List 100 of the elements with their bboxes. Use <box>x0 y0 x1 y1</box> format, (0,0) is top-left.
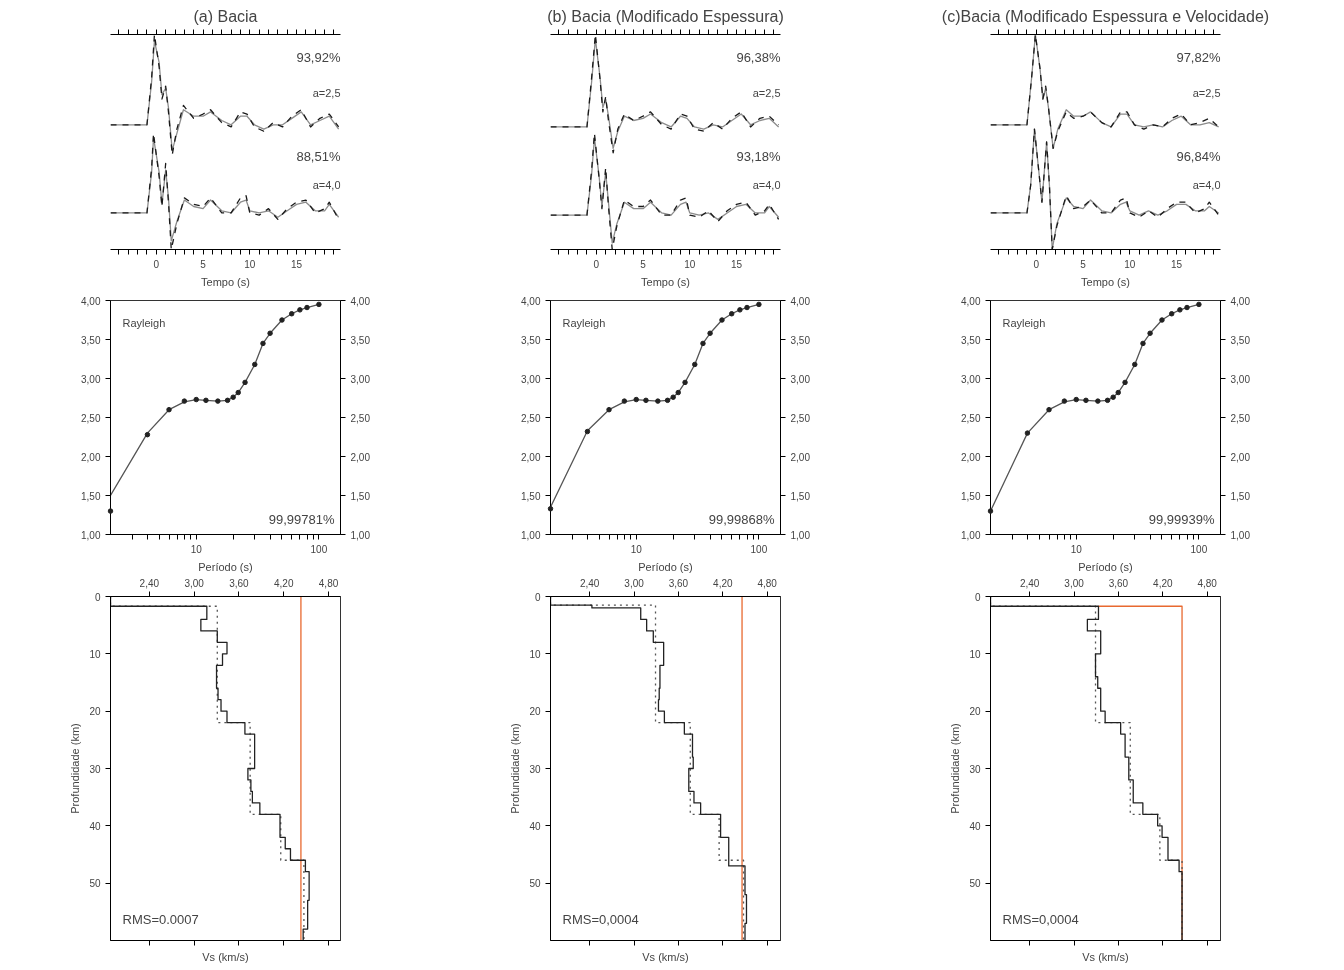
x-tick-label: 2,40 <box>139 577 160 589</box>
chart-title: (a) Bacia <box>193 7 258 25</box>
y-tick-label: 2,50 <box>961 412 981 424</box>
x-tick-label: 2,40 <box>579 577 600 589</box>
x-tick-label: 4,20 <box>274 577 294 589</box>
y-tick-label: 20 <box>969 706 981 718</box>
annotation: 96,84% <box>1176 148 1221 164</box>
annotation: 97,82% <box>1176 49 1221 65</box>
y-tick-label: 4,00 <box>961 295 981 307</box>
y-axis-title: Profundidade (km) <box>949 723 962 814</box>
annotation: a=2,5 <box>312 87 341 99</box>
y2-tick-label: 3,50 <box>790 334 811 346</box>
x-axis-title: Vs (km/s) <box>202 950 249 963</box>
x-tick-label: 15 <box>291 258 303 270</box>
y2-tick-label: 1,50 <box>1230 490 1251 502</box>
x-axis-title: Período (s) <box>198 560 253 573</box>
y-tick-label: 2,50 <box>521 412 541 424</box>
x-tick-label: 3,60 <box>1108 577 1129 589</box>
x-tick-label: 0 <box>593 258 600 270</box>
annotation: 99,99939% <box>1148 512 1215 528</box>
y2-tick-label: 3,50 <box>1230 334 1251 346</box>
x-tick-label: 10 <box>684 258 696 270</box>
x-tick-label: 100 <box>1190 543 1208 555</box>
y2-tick-label: 2,00 <box>350 451 371 463</box>
y2-tick-label: 3,00 <box>790 373 811 385</box>
x-tick-label: 100 <box>310 543 328 555</box>
y-tick-label: 10 <box>89 648 101 660</box>
x-tick-label: 15 <box>731 258 743 270</box>
y-tick-label: 2,00 <box>961 451 981 463</box>
y-tick-label: 3,50 <box>521 334 541 346</box>
y-tick-label: 30 <box>969 763 981 775</box>
annotation: 99,99868% <box>708 512 775 528</box>
y-tick-label: 20 <box>529 706 541 718</box>
annotation: a=4,0 <box>312 179 341 192</box>
y2-tick-label: 3,50 <box>350 334 371 346</box>
y2-tick-label: 3,00 <box>1230 373 1251 385</box>
y-tick-label: 30 <box>529 763 541 775</box>
x-tick-label: 4,80 <box>318 577 339 589</box>
annotation: RMS=0,0004 <box>1002 911 1079 927</box>
y-tick-label: 4,00 <box>521 295 541 307</box>
chart-title: (b) Bacia (Modificado Espessura) <box>547 7 784 25</box>
y2-tick-label: 1,00 <box>790 529 811 541</box>
y2-tick-label: 2,50 <box>350 412 371 424</box>
x-axis-title: Tempo (s) <box>1081 275 1130 288</box>
x-tick-label: 10 <box>1070 543 1083 555</box>
x-tick-label: 5 <box>640 258 647 270</box>
y2-tick-label: 2,50 <box>790 412 811 424</box>
x-tick-label: 2,40 <box>1019 577 1040 589</box>
annotation: a=2,5 <box>1192 87 1221 99</box>
y2-tick-label: 1,00 <box>350 529 371 541</box>
x-tick-label: 0 <box>153 258 160 270</box>
x-tick-label: 100 <box>750 543 768 555</box>
y2-tick-label: 2,50 <box>1230 412 1251 424</box>
y2-tick-label: 1,50 <box>350 490 371 502</box>
x-tick-label: 4,80 <box>1197 577 1218 589</box>
annotation: 99,99781% <box>268 512 335 528</box>
annotation: a=4,0 <box>1192 179 1221 192</box>
x-tick-label: 0 <box>1033 258 1040 270</box>
y-tick-label: 1,00 <box>961 529 981 541</box>
y-tick-label: 4,00 <box>81 295 101 307</box>
y2-tick-label: 1,00 <box>1230 529 1251 541</box>
y-tick-label: 3,50 <box>961 334 981 346</box>
y2-tick-label: 4,00 <box>1230 295 1251 307</box>
y-tick-label: 10 <box>529 648 541 660</box>
y-tick-label: 50 <box>89 878 101 890</box>
y-tick-label: 2,00 <box>81 451 101 463</box>
y-tick-label: 1,00 <box>81 529 101 541</box>
annotation: RMS=0.0007 <box>122 911 199 927</box>
annotation: Rayleigh <box>1002 316 1046 329</box>
x-tick-label: 4,80 <box>757 577 778 589</box>
x-tick-label: 3,00 <box>184 577 205 589</box>
x-tick-label: 5 <box>1080 258 1087 270</box>
y-tick-label: 40 <box>89 820 101 832</box>
x-tick-label: 10 <box>244 258 256 270</box>
y-tick-label: 40 <box>529 820 541 832</box>
y-tick-label: 3,00 <box>521 373 541 385</box>
x-tick-label: 3,60 <box>668 577 689 589</box>
x-axis-title: Vs (km/s) <box>1082 950 1129 963</box>
y-tick-label: 50 <box>529 878 541 890</box>
y-tick-label: 3,50 <box>81 334 101 346</box>
y-tick-label: 30 <box>89 763 101 775</box>
y-tick-label: 1,50 <box>81 490 101 502</box>
x-tick-label: 3,00 <box>624 577 645 589</box>
annotation: Rayleigh <box>122 316 166 329</box>
x-axis-title: Tempo (s) <box>201 275 250 288</box>
x-axis-title: Período (s) <box>1078 560 1133 573</box>
y-tick-label: 0 <box>534 591 541 603</box>
y-tick-label: 2,00 <box>521 451 541 463</box>
y2-tick-label: 2,00 <box>1230 451 1251 463</box>
x-axis-title: Tempo (s) <box>641 275 690 288</box>
y-tick-label: 40 <box>969 820 981 832</box>
y-tick-label: 10 <box>969 648 981 660</box>
annotation: 93,18% <box>736 148 781 164</box>
y-axis-title: Profundidade (km) <box>69 723 82 814</box>
y-tick-label: 0 <box>974 591 981 603</box>
y-tick-label: 3,00 <box>81 373 101 385</box>
y2-tick-label: 4,00 <box>790 295 811 307</box>
y2-tick-label: 1,50 <box>790 490 811 502</box>
y-tick-label: 50 <box>969 878 981 890</box>
annotation: a=2,5 <box>752 87 781 99</box>
